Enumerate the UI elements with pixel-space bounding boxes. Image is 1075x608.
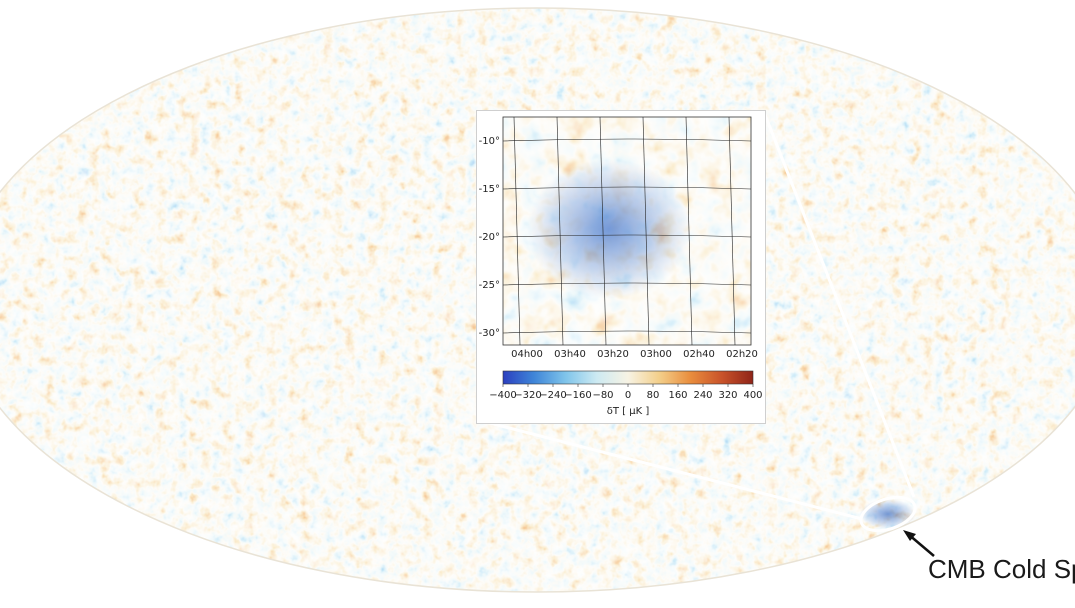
colorbar-tick-labels: −400−320−240−160 −80 0 80 160 240 320 400 <box>489 384 763 401</box>
dec-gridline <box>502 138 752 142</box>
dec-gridline <box>502 234 752 238</box>
colorbar-tick-label: 400 <box>743 390 762 401</box>
ra-gridline <box>685 116 693 346</box>
dec-tick-label: -15° <box>479 184 500 195</box>
cold-spot-marker <box>859 495 917 533</box>
colorbar-tick-label: −80 <box>592 390 613 401</box>
dec-tick-label: -25° <box>479 280 500 291</box>
callout-arrow <box>903 530 935 557</box>
ra-tick-label: 03h00 <box>640 349 672 360</box>
ra-gridline <box>556 116 564 346</box>
colorbar-label: δT [ μK ] <box>607 406 650 417</box>
ra-gridline <box>642 116 650 346</box>
cold-spot-inset: -10° -15° -20° -25° -30° 04h00 03h40 03h20 03h0… <box>476 110 766 424</box>
colorbar-tick-label: −240 <box>539 390 566 401</box>
dec-gridline <box>502 282 752 286</box>
colorbar-tick-label: 160 <box>668 390 687 401</box>
ra-tick-label: 02h40 <box>683 349 715 360</box>
inset-graticule <box>502 116 752 346</box>
ra-tick-label: 03h40 <box>554 349 586 360</box>
dec-tick-label: -20° <box>479 232 500 243</box>
colorbar-tick-label: 320 <box>718 390 737 401</box>
dec-tick-label: -10° <box>479 136 500 147</box>
dec-gridline <box>502 186 752 190</box>
colorbar: −400−320−240−160 −80 0 80 160 240 320 400 δT [ … <box>489 370 763 417</box>
dec-axis-labels: -10° -15° -20° -25° -30° <box>479 136 500 339</box>
ra-axis-labels: 04h00 03h40 03h20 03h00 02h40 02h20 <box>511 349 758 360</box>
ra-gridline <box>728 116 736 346</box>
ra-gridline <box>599 116 607 346</box>
ra-tick-label: 04h00 <box>511 349 543 360</box>
ra-gridline <box>513 116 521 346</box>
inset-canvas: -10° -15° -20° -25° -30° 04h00 03h40 03h20 03h0… <box>479 116 763 417</box>
inset-map <box>502 116 752 346</box>
cold-spot-label: CMB Cold Sp <box>928 554 1075 584</box>
ra-tick-label: 03h20 <box>597 349 629 360</box>
colorbar-tick-label: 240 <box>693 390 712 401</box>
dec-gridline <box>502 330 752 334</box>
colorbar-tick-label: −320 <box>514 390 541 401</box>
colorbar-tick-label: −160 <box>564 390 591 401</box>
ra-tick-label: 02h20 <box>726 349 758 360</box>
dec-tick-label: -30° <box>479 328 500 339</box>
colorbar-tick-label: 0 <box>625 390 631 401</box>
zoom-connector <box>477 111 916 521</box>
colorbar-tick-label: −400 <box>489 390 516 401</box>
colorbar-tick-label: 80 <box>647 390 660 401</box>
